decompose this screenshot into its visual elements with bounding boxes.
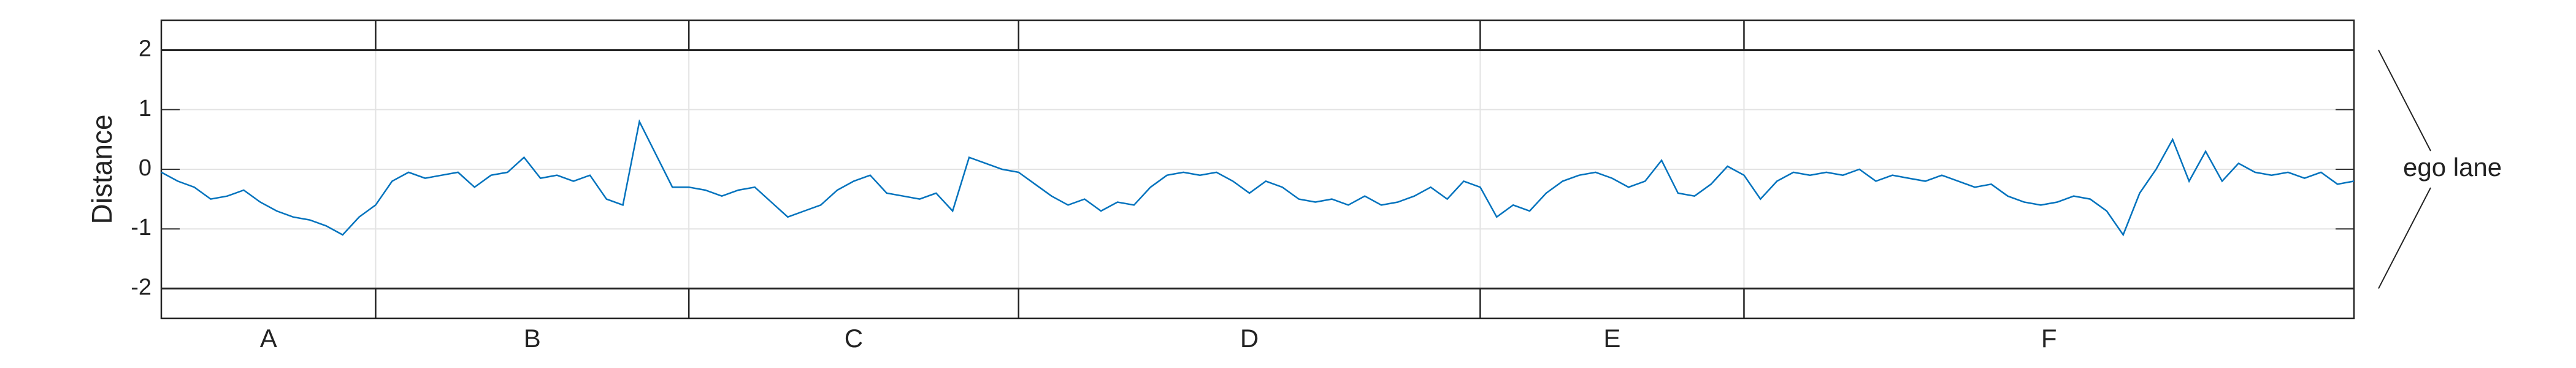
y-axis-label: Distance <box>86 115 118 224</box>
y-tick-label: -2 <box>131 274 151 300</box>
plot-frame <box>160 19 2355 320</box>
annotation-line <box>2378 50 2431 151</box>
y-tick-label: 2 <box>139 36 151 62</box>
data-line <box>161 119 2355 237</box>
segment-label: E <box>1603 324 1620 353</box>
segment-label: B <box>524 324 541 353</box>
y-tick-label: 1 <box>139 96 151 121</box>
segment-label: A <box>260 324 277 353</box>
segment-label: D <box>1240 324 1259 353</box>
annotation-line <box>2378 187 2431 289</box>
y-tick-label: 0 <box>139 155 151 181</box>
y-tick-label: -1 <box>131 215 151 240</box>
annotation: ego lane <box>2403 153 2502 182</box>
segment-label: C <box>845 324 863 353</box>
segment-label: F <box>2041 324 2057 353</box>
